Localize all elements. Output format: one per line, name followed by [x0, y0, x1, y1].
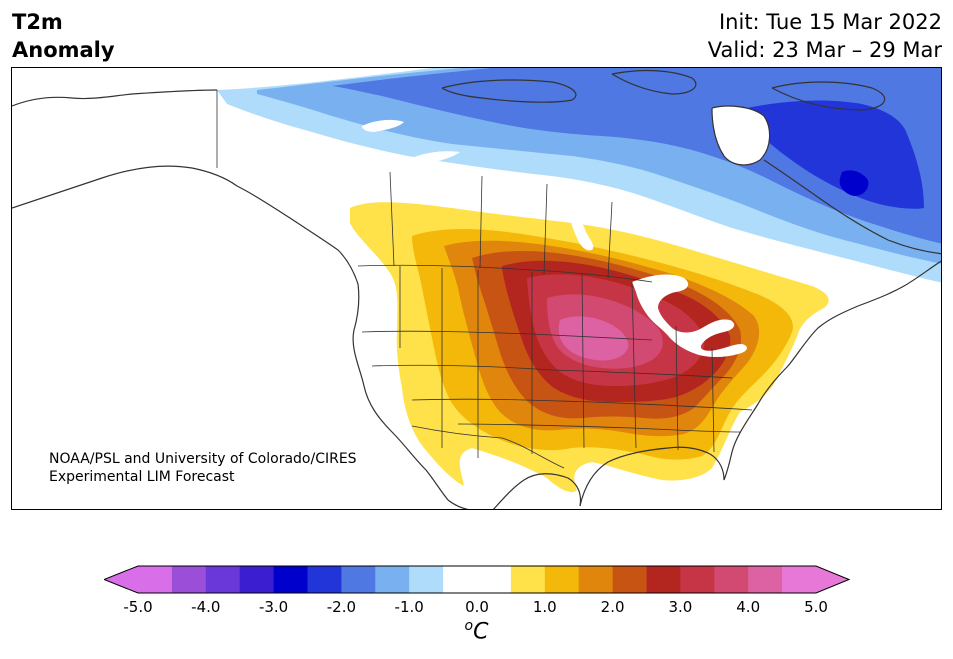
title-line-1: T2m	[12, 10, 63, 34]
colorbar-segment	[171, 566, 207, 593]
coastlines	[12, 69, 941, 509]
colorbar-tick-label: 4.0	[736, 598, 761, 616]
colorbar-tick-label: 3.0	[668, 598, 693, 616]
colorbar-segment	[307, 566, 342, 593]
colorbar-segment	[239, 566, 275, 593]
colorbar-segment	[375, 566, 410, 593]
degree-symbol: o	[464, 618, 474, 634]
forecast-dates: Init: Tue 15 Mar 2022 Valid: 23 Mar – 29…	[708, 8, 942, 64]
valid-date: Valid: 23 Mar – 29 Mar	[707, 38, 942, 62]
colorbar-tick-label: 0.0	[465, 598, 489, 616]
warm-band-8	[558, 316, 629, 361]
colorbar-tick-label: -5.0	[123, 598, 153, 616]
colorbar-outline	[102, 565, 851, 594]
unit-letter: C	[473, 619, 489, 645]
colorbar-svg	[102, 565, 851, 594]
colorbar-segment	[205, 566, 241, 593]
colorbar-segment	[443, 566, 478, 593]
credit-text: NOAA/PSL and University of Colorado/CIRE…	[49, 450, 357, 486]
colorbar-segment	[748, 566, 783, 593]
colorbar-over-arrow	[816, 566, 850, 593]
anomaly-map	[11, 67, 942, 510]
title-line-2: Anomaly	[12, 38, 115, 62]
colorbar-segment	[578, 566, 614, 593]
colorbar-segment	[341, 566, 376, 593]
political-borders	[216, 90, 753, 469]
colorbar-segment	[273, 566, 308, 593]
colorbar-segment	[646, 566, 681, 593]
colorbar-under-arrow	[104, 566, 138, 593]
great-lakes	[632, 274, 747, 357]
colorbar-segment	[138, 566, 173, 593]
cold-band-4	[747, 100, 924, 209]
colorbar-tick-label: -3.0	[258, 598, 289, 616]
colorbar-tick-label: -4.0	[191, 598, 221, 616]
great-slave-lake	[412, 151, 460, 164]
map-title: T2m Anomaly	[12, 8, 115, 64]
colorbar-tick-label: -1.0	[394, 598, 424, 616]
colorbar-tick-label: -2.0	[326, 598, 357, 616]
cold-band-5	[839, 170, 869, 196]
great-bear-lake	[362, 119, 404, 132]
colorbar-tick-labels: -5.0 -4.0 -3.0 -2.0 -1.0 0.0 1.0 2.0 3.0 4.0 5.0	[0, 598, 953, 618]
colorbar-segment	[612, 566, 647, 593]
colorbar-segment	[409, 566, 444, 593]
colorbar-segment	[714, 566, 749, 593]
credit-line-1: NOAA/PSL and University of Colorado/CIRE…	[49, 451, 357, 467]
colorbar-segment	[544, 566, 580, 593]
lake-winnipeg	[571, 219, 594, 251]
colorbar-tick-label: 2.0	[600, 598, 625, 616]
colorbar-tick-label: 1.0	[532, 598, 557, 616]
credit-line-2: Experimental LIM Forecast	[49, 469, 235, 485]
colorbar	[102, 565, 851, 599]
hudson-neutral	[712, 106, 770, 165]
map-svg	[12, 68, 941, 509]
colorbar-segment	[782, 566, 817, 593]
colorbar-segment	[510, 566, 546, 593]
colorbar-tick-label: 5.0	[804, 598, 828, 616]
colorbar-segment	[477, 566, 512, 593]
init-date: Init: Tue 15 Mar 2022	[718, 10, 942, 34]
colorbar-segment	[680, 566, 715, 593]
colorbar-units: oC	[0, 618, 953, 644]
